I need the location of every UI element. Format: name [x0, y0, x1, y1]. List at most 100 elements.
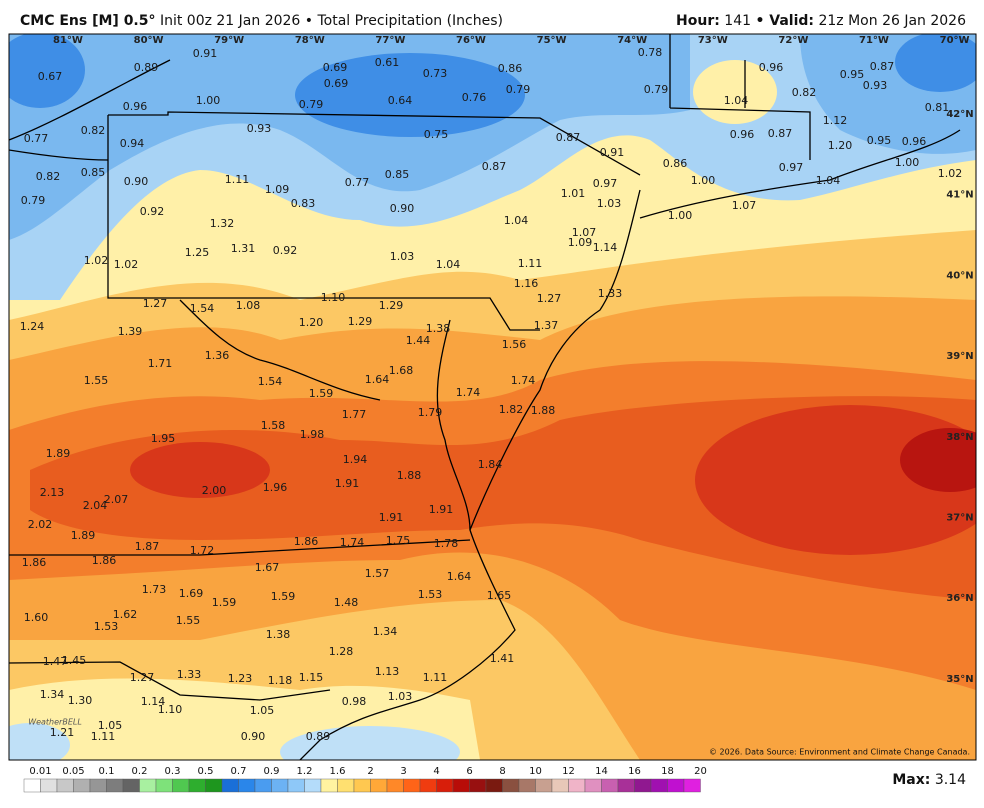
- station-value: 1.30: [68, 694, 93, 707]
- field-yellow-patch: [693, 60, 777, 124]
- colorbar-swatch: [205, 778, 223, 793]
- graticule-labels: 81°W 80°W 79°W 78°W 77°W 76°W 75°W 74°W 73°W 72°W…: [53, 35, 974, 685]
- map-frame: [8, 33, 977, 761]
- colorbar-label: 0.05: [62, 766, 84, 777]
- station-value: 1.77: [342, 408, 367, 421]
- station-value: 1.86: [22, 556, 47, 569]
- hour-value: 141: [724, 13, 751, 29]
- station-value: 0.94: [120, 137, 145, 150]
- station-value: 1.38: [266, 628, 291, 641]
- colorbar-swatch: [23, 778, 41, 793]
- station-value: 0.91: [600, 146, 625, 159]
- station-value: 1.11: [91, 730, 116, 743]
- station-value: 1.27: [143, 297, 168, 310]
- station-value: 2.02: [28, 518, 53, 531]
- station-value: 1.27: [537, 292, 562, 305]
- hour-label: Hour:: [676, 13, 720, 29]
- colorbar-label: 0.7: [231, 766, 247, 777]
- field-dark-blue: [295, 53, 525, 137]
- station-value: 1.91: [379, 511, 404, 524]
- colorbar-label: 20: [694, 766, 707, 777]
- station-value: 1.36: [205, 349, 230, 362]
- station-value: 1.68: [389, 364, 414, 377]
- station-value: 1.29: [348, 315, 373, 328]
- station-value: 1.21: [50, 726, 75, 739]
- colorbar-swatch: [89, 778, 107, 793]
- colorbar-swatch: [568, 778, 586, 793]
- colorbar-swatch: [634, 778, 652, 793]
- state-border: [179, 299, 381, 401]
- precip-field: © 2026. Data Source: Environment and Cli…: [9, 34, 976, 760]
- state-border: [108, 111, 641, 176]
- colorbar-label: 0.01: [29, 766, 51, 777]
- station-value: 0.97: [779, 161, 804, 174]
- state-border: [107, 115, 540, 331]
- longitude-label: 76°W: [456, 35, 486, 46]
- station-value: 0.75: [424, 128, 449, 141]
- state-border: [9, 661, 331, 701]
- station-value: 1.12: [823, 114, 848, 127]
- station-value: 1.69: [179, 587, 204, 600]
- station-value: 1.04: [816, 174, 841, 187]
- colorbar-swatch: [337, 778, 355, 793]
- station-value: 1.89: [71, 529, 96, 542]
- colorbar-swatch: [320, 778, 338, 793]
- colorbar-swatch: [535, 778, 553, 793]
- station-value: 0.83: [291, 197, 316, 210]
- colorbar-label: 1.6: [330, 766, 346, 777]
- station-value: 1.91: [335, 477, 360, 490]
- station-value: 0.90: [124, 175, 149, 188]
- station-value: 0.89: [134, 61, 159, 74]
- colorbar-swatch: [386, 778, 404, 793]
- station-value: 1.02: [938, 167, 963, 180]
- station-value: 0.97: [593, 177, 618, 190]
- station-value: 0.61: [375, 56, 400, 69]
- station-value: 1.88: [397, 469, 422, 482]
- longitude-label: 78°W: [295, 35, 325, 46]
- station-value: 0.85: [81, 166, 106, 179]
- station-value: 2.13: [40, 486, 65, 499]
- colorbar-swatch: [139, 778, 157, 793]
- station-value: 1.03: [388, 690, 413, 703]
- station-value: 1.10: [321, 291, 346, 304]
- station-value: 0.98: [342, 695, 367, 708]
- colorbar-swatch: [73, 778, 91, 793]
- station-value: 0.82: [81, 124, 106, 137]
- station-value: 1.09: [265, 183, 290, 196]
- station-value: 0.77: [345, 176, 370, 189]
- colorbar-swatch: [683, 778, 701, 793]
- colorbar-label: 0.9: [264, 766, 280, 777]
- station-value: 1.38: [426, 322, 451, 335]
- station-value: 0.92: [140, 205, 165, 218]
- station-value: 1.33: [598, 287, 623, 300]
- station-value: 1.41: [490, 652, 515, 665]
- colorbar-swatch: [221, 778, 239, 793]
- colorbar-label: 18: [661, 766, 674, 777]
- station-value: 1.44: [406, 334, 431, 347]
- colorbar-swatch: [667, 778, 685, 793]
- station-value: 1.20: [828, 139, 853, 152]
- station-value: 1.56: [502, 338, 527, 351]
- station-value: 1.53: [418, 588, 443, 601]
- colorbar-swatch: [287, 778, 305, 793]
- field-dark-blue: [9, 34, 85, 108]
- colorbar-swatch: [56, 778, 74, 793]
- station-value: 1.00: [691, 174, 716, 187]
- colorbar-label: 0.3: [165, 766, 181, 777]
- colorbar-label: 10: [529, 766, 542, 777]
- colorbar-swatch: [188, 778, 206, 793]
- station-value: 0.73: [423, 67, 448, 80]
- station-value: 1.31: [231, 242, 256, 255]
- colorbar-swatch: [122, 778, 140, 793]
- station-value: 0.69: [323, 61, 348, 74]
- colorbar-label: 16: [628, 766, 641, 777]
- station-value: 0.67: [38, 70, 63, 83]
- station-value: 1.74: [511, 374, 536, 387]
- latitude-label: 38°N: [946, 432, 973, 443]
- station-value: 1.72: [190, 544, 215, 557]
- station-value: 0.93: [247, 122, 272, 135]
- station-value: 1.88: [531, 404, 556, 417]
- station-value: 1.75: [386, 534, 411, 547]
- station-values: 0.67 0.89 0.91 0.69 0.61 0.73 0.86 0.78 0.96 0.95…: [20, 46, 963, 743]
